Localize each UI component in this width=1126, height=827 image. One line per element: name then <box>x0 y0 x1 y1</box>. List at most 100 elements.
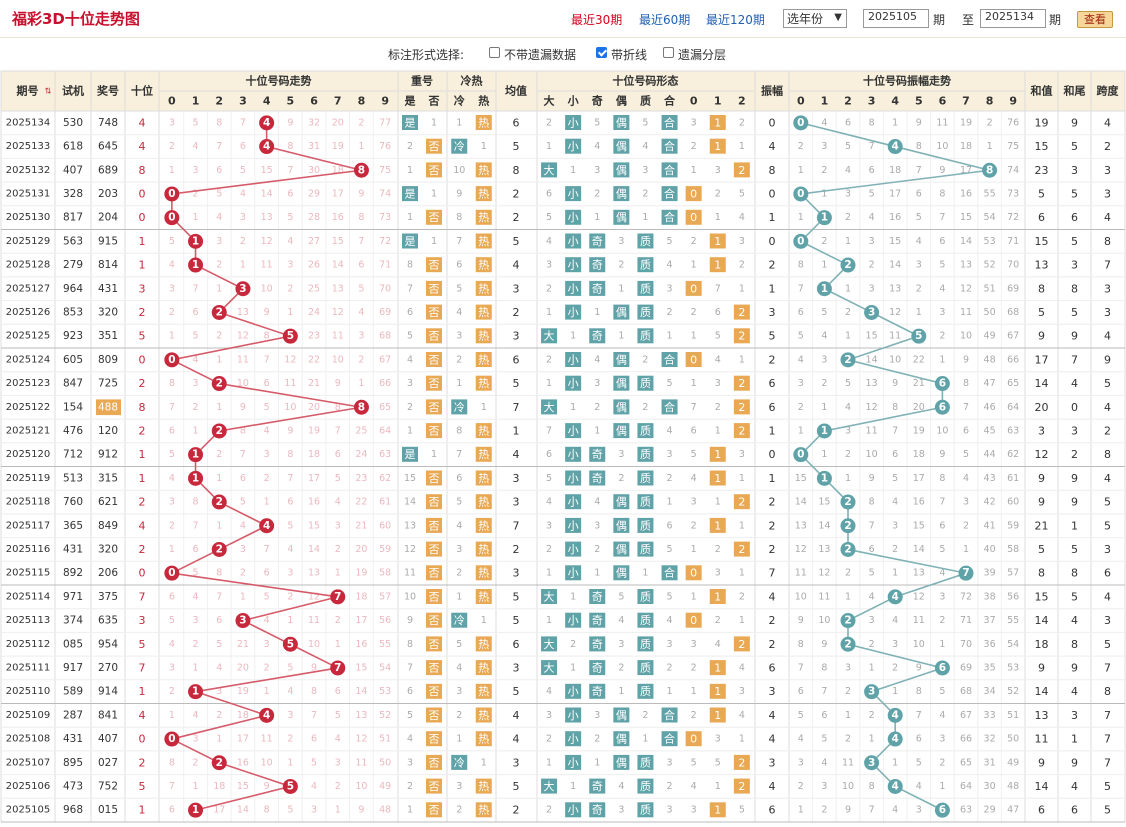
omission-cell: 1 <box>193 781 199 792</box>
form-badge: 小 <box>568 733 579 746</box>
amp-cell: 2 <box>769 614 776 627</box>
badge-bg <box>613 517 630 533</box>
form-badge: 小 <box>568 448 579 461</box>
form-omission: 2 <box>715 615 721 626</box>
omission-cell: 8 <box>240 425 246 436</box>
issue-cell: 2025105 <box>6 805 51 816</box>
sum-cell: 3 <box>1038 424 1045 437</box>
amp-omission-cell: 2 <box>987 117 993 128</box>
tens-cell: 2 <box>139 424 146 437</box>
form-badge: 1 <box>714 804 721 817</box>
badge-bg <box>426 754 442 770</box>
form-omission: 3 <box>618 449 624 460</box>
amp-omission-cell: 2 <box>916 283 922 294</box>
year-select[interactable]: 选年份 ▼ <box>783 9 847 28</box>
omission-cell: 7 <box>264 354 270 365</box>
sub-header: 合 <box>664 94 676 108</box>
omission-cell: 3 <box>216 686 222 697</box>
amp-omission-cell: 1 <box>892 757 898 768</box>
form-omission: 2 <box>594 734 600 745</box>
sum-cell: 9 <box>1038 756 1045 769</box>
issue-header[interactable]: 期号 <box>17 84 39 98</box>
omission-cell: 9 <box>264 307 270 318</box>
tens-ball <box>211 494 227 510</box>
sum-header: 和值 <box>1031 84 1053 98</box>
omission-cell: 22 <box>308 354 320 365</box>
hot-badge: 热 <box>478 164 489 177</box>
amp-ball-number: 3 <box>868 757 875 769</box>
option-checkbox-no-omission[interactable] <box>489 47 500 58</box>
badge-bg <box>402 233 418 249</box>
shiji-cell: 365 <box>63 520 83 532</box>
omission-cell: 31 <box>308 141 320 152</box>
award-cell: 270 <box>98 662 118 674</box>
tens-ball-number: 0 <box>168 188 175 200</box>
omission-cell: 20 <box>332 117 344 128</box>
amp-omission-cell: 17 <box>960 165 972 176</box>
form-badge: 1 <box>714 590 721 603</box>
badge-bg <box>426 209 442 225</box>
recent-60-link[interactable]: 最近60期 <box>639 13 691 27</box>
sum-cell: 14 <box>1035 780 1049 793</box>
sort-icon[interactable]: ⇅ <box>45 87 52 96</box>
issue-cell: 2025110 <box>6 686 51 697</box>
badge-bg <box>589 470 606 486</box>
table-row: 2025107 895 027 2 8 2 16 10 1 5 3 11 50 3 否冷 1 3 1 小 1 偶质 3 5 5… <box>1 754 1125 776</box>
badge-bg <box>565 683 582 699</box>
tens-ball <box>164 210 180 226</box>
form-omission: 6 <box>667 520 673 531</box>
omission-cell: 7 <box>193 283 199 294</box>
repeat-omission: 2 <box>407 402 413 413</box>
amp-ball-number: 3 <box>868 686 875 698</box>
amp-omission-cell: 48 <box>984 354 996 365</box>
amp-omission-cell: 5 <box>821 307 827 318</box>
omission-cell: 18 <box>308 449 320 460</box>
span-cell: 8 <box>1104 448 1111 461</box>
amp-omission-cell: 6 <box>798 307 804 318</box>
recent-120-link[interactable]: 最近120期 <box>706 13 765 27</box>
avg-cell: 5 <box>513 590 520 603</box>
omission-cell: 21 <box>237 639 249 650</box>
form-omission: 4 <box>618 781 624 792</box>
badge-bg <box>685 612 702 628</box>
omission-cell: 53 <box>379 686 391 697</box>
recent-30-link[interactable]: 最近30期 <box>571 13 623 27</box>
amp-omission-cell: 4 <box>821 331 827 342</box>
omission-cell: 4 <box>193 710 199 721</box>
span-cell: 4 <box>1104 116 1111 129</box>
form-badge: 偶 <box>616 164 627 177</box>
tail-cell: 4 <box>1071 685 1078 698</box>
amp-ball-number: 1 <box>821 472 828 484</box>
query-button[interactable]: 查看 <box>1077 11 1113 28</box>
from-issue-input[interactable]: 2025105 <box>863 9 929 28</box>
omission-cell: 2 <box>240 568 246 579</box>
hot-badge: 热 <box>478 543 489 556</box>
option-checkbox-layer[interactable] <box>663 47 674 58</box>
omission-cell: 7 <box>335 425 341 436</box>
amp-omission-cell: 8 <box>963 378 969 389</box>
avg-cell: 2 <box>513 187 520 200</box>
omission-cell: 8 <box>335 402 341 413</box>
option-checkbox-polyline[interactable] <box>596 47 607 58</box>
badge-bg <box>613 707 630 723</box>
form-omission: 3 <box>546 260 552 271</box>
badge-bg <box>709 470 726 486</box>
omission-cell: 2 <box>358 117 364 128</box>
badge-bg <box>709 446 726 462</box>
to-issue-input[interactable]: 2025134 <box>980 9 1046 28</box>
avg-cell: 8 <box>513 164 520 177</box>
amp-omission-cell: 56 <box>1007 591 1019 602</box>
badge-bg <box>426 707 442 723</box>
award-cell: 954 <box>98 638 118 650</box>
omission-cell: 14 <box>237 805 249 816</box>
amp-cell: 1 <box>769 211 776 224</box>
form-badge: 小 <box>568 685 579 698</box>
omission-cell: 2 <box>216 449 222 460</box>
tens-ball <box>211 541 227 557</box>
form-omission: 2 <box>546 117 552 128</box>
amp-omission-cell: 75 <box>1007 141 1019 152</box>
hot-badge: 热 <box>478 187 489 200</box>
amp-omission-cell: 3 <box>916 805 922 816</box>
form-badge: 0 <box>690 187 697 200</box>
form-badge: 奇 <box>592 804 603 817</box>
